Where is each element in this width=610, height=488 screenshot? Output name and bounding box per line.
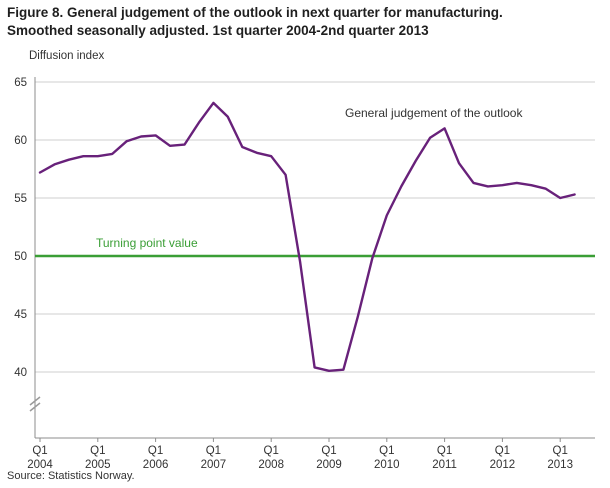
turning-point-annotation-label: Turning point value <box>96 236 198 250</box>
x-tick-label: Q1 <box>495 445 510 457</box>
x-tick-label: Q1 <box>206 445 221 457</box>
x-tick-year-label: 2004 <box>27 459 53 471</box>
x-tick-year-label: 2008 <box>258 459 284 471</box>
y-tick-label: 60 <box>14 135 27 147</box>
x-tick-year-label: 2005 <box>85 459 111 471</box>
x-tick-label: Q1 <box>379 445 394 457</box>
x-tick-label: Q1 <box>553 445 568 457</box>
x-tick-year-label: 2006 <box>143 459 169 471</box>
x-tick-year-label: 2009 <box>316 459 342 471</box>
y-axis-unit-label: Diffusion index <box>29 50 105 62</box>
y-tick-label: 40 <box>14 367 27 379</box>
x-tick-year-label: 2010 <box>374 459 400 471</box>
outlook-line <box>38 101 576 372</box>
y-tick-label: 45 <box>14 309 27 321</box>
figure-title-line2: Smoothed seasonally adjusted. 1st quarte… <box>7 23 429 39</box>
axis-break-mark <box>29 402 41 412</box>
axis-break-mark <box>29 396 41 406</box>
source-note: Source: Statistics Norway. <box>7 470 135 482</box>
x-tick-year-label: 2013 <box>547 459 573 471</box>
x-tick-label: Q1 <box>32 445 47 457</box>
x-tick-year-label: 2007 <box>201 459 227 471</box>
y-tick-label: 55 <box>14 193 27 205</box>
figure-title: Figure 8. General judgement of the outlo… <box>7 4 607 40</box>
x-tick-year-label: 2012 <box>490 459 516 471</box>
x-tick-label: Q1 <box>148 445 163 457</box>
figure-title-line1: Figure 8. General judgement of the outlo… <box>7 5 503 20</box>
series-annotation-label: General judgement of the outlook <box>345 106 523 120</box>
x-tick-year-label: 2011 <box>432 459 457 471</box>
x-tick-label: Q1 <box>264 445 279 457</box>
x-tick-label: Q1 <box>90 445 105 457</box>
y-tick-label: 65 <box>14 77 27 89</box>
x-tick-label: Q1 <box>321 445 336 457</box>
y-tick-label: 50 <box>14 251 27 263</box>
x-tick-label: Q1 <box>437 445 452 457</box>
